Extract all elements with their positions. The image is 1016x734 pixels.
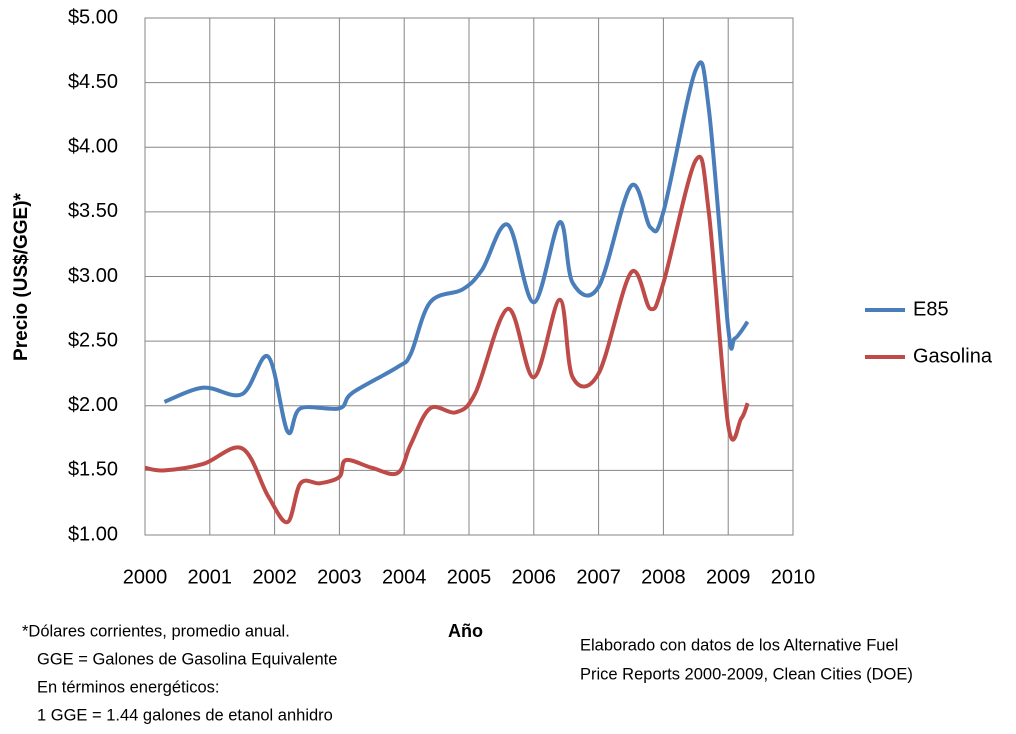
note: 1 GGE = 1.44 galones de etanol anhidro: [37, 706, 333, 724]
x-tick-label: 2009: [706, 566, 751, 588]
note: GGE = Galones de Gasolina Equivalente: [37, 650, 337, 668]
line: [163, 60, 750, 436]
legend-label: E85: [913, 298, 949, 320]
y-tick-label: $5.00: [68, 6, 118, 28]
note: *Dólares corrientes, promedio anual.: [22, 622, 290, 640]
x-tick-label: 2007: [576, 566, 621, 588]
x-tick-label: 2001: [188, 566, 233, 588]
y-tick-label: $1.50: [68, 459, 118, 481]
x-tick-label: 2000: [123, 566, 168, 588]
line: [144, 154, 750, 525]
source: Elaborado con datos de los Alternative F…: [580, 636, 898, 654]
plot-border: [144, 17, 794, 536]
y-tick-label: $3.50: [68, 200, 118, 222]
source: Price Reports 2000-2009, Clean Cities (D…: [580, 665, 913, 683]
y-tick-label: $1.00: [68, 523, 118, 545]
x-tick-label: 2010: [771, 566, 816, 588]
x-tick-label: 2003: [317, 566, 362, 588]
y-axis-label: Precio (US$/GGE)*: [11, 192, 32, 360]
x-tick-label: 2006: [512, 566, 557, 588]
note: En términos energéticos:: [37, 678, 220, 696]
x-tick-label: 2004: [382, 566, 427, 588]
y-tick-label: $4.00: [68, 136, 118, 158]
x-tick-label: 2005: [447, 566, 492, 588]
legend-label: Gasolina: [913, 345, 993, 367]
y-tick-label: $2.00: [68, 394, 118, 416]
x-tick-label: 2008: [641, 566, 686, 588]
x-tick-label: 2002: [252, 566, 297, 588]
y-tick-label: $4.50: [68, 71, 118, 93]
y-tick-label: $3.00: [68, 265, 118, 287]
x-axis-label: Año: [448, 621, 483, 641]
y-tick-label: $2.50: [68, 329, 118, 351]
